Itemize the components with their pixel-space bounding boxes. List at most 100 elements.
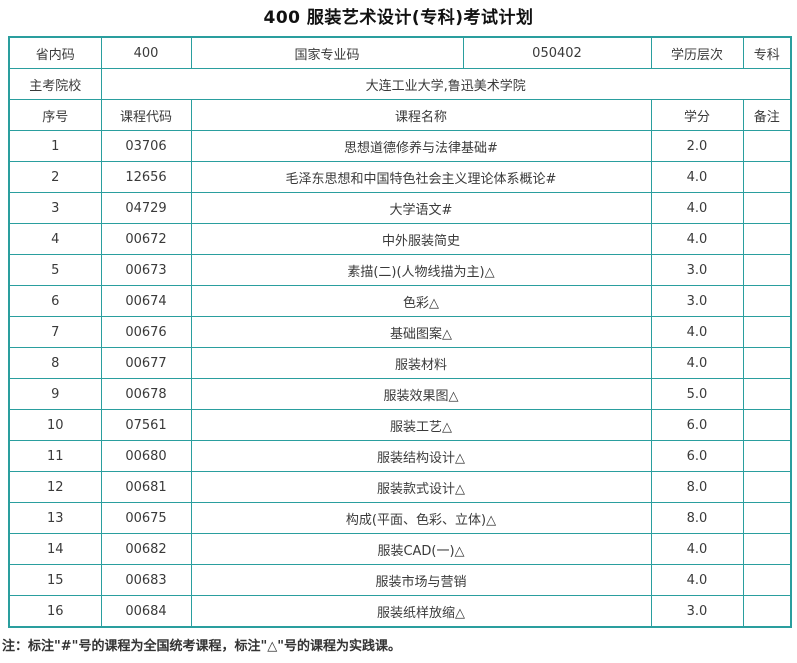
course-remark-cell xyxy=(742,409,792,441)
province-code-value: 400 xyxy=(100,36,192,69)
course-row: 7 00676 基础图案△ 4.0 xyxy=(8,316,792,348)
course-credit-cell: 3.0 xyxy=(650,254,744,286)
course-remark-cell xyxy=(742,502,792,534)
course-seq-cell: 8 xyxy=(8,347,102,379)
course-seq-cell: 10 xyxy=(8,409,102,441)
course-remark-cell xyxy=(742,161,792,193)
header-course-code: 课程代码 xyxy=(100,99,192,131)
course-row: 15 00683 服装市场与营销 4.0 xyxy=(8,564,792,596)
course-code-cell: 00682 xyxy=(100,533,192,565)
course-code-cell: 00675 xyxy=(100,502,192,534)
course-row: 16 00684 服装纸样放缩△ 3.0 xyxy=(8,595,792,628)
header-course-name: 课程名称 xyxy=(190,99,652,131)
course-remark-cell xyxy=(742,471,792,503)
course-remark-cell xyxy=(742,192,792,224)
course-name-cell: 基础图案△ xyxy=(190,316,652,348)
course-name-cell: 服装市场与营销 xyxy=(190,564,652,596)
course-row: 8 00677 服装材料 4.0 xyxy=(8,347,792,379)
course-name-cell: 服装材料 xyxy=(190,347,652,379)
course-remark-cell xyxy=(742,316,792,348)
course-credit-cell: 4.0 xyxy=(650,192,744,224)
national-code-value: 050402 xyxy=(462,36,652,69)
course-code-cell: 00677 xyxy=(100,347,192,379)
course-code-cell: 04729 xyxy=(100,192,192,224)
course-credit-cell: 6.0 xyxy=(650,440,744,472)
course-name-cell: 构成(平面、色彩、立体)△ xyxy=(190,502,652,534)
course-remark-cell xyxy=(742,347,792,379)
course-row: 5 00673 素描(二)(人物线描为主)△ 3.0 xyxy=(8,254,792,286)
course-credit-cell: 5.0 xyxy=(650,378,744,410)
course-code-cell: 00680 xyxy=(100,440,192,472)
course-seq-cell: 4 xyxy=(8,223,102,255)
course-credit-cell: 6.0 xyxy=(650,409,744,441)
course-seq-cell: 11 xyxy=(8,440,102,472)
course-seq-cell: 9 xyxy=(8,378,102,410)
course-credit-cell: 4.0 xyxy=(650,347,744,379)
national-code-label: 国家专业码 xyxy=(190,36,464,69)
course-seq-cell: 6 xyxy=(8,285,102,317)
course-code-cell: 00678 xyxy=(100,378,192,410)
course-row: 11 00680 服装结构设计△ 6.0 xyxy=(8,440,792,472)
course-seq-cell: 3 xyxy=(8,192,102,224)
course-code-cell: 00674 xyxy=(100,285,192,317)
province-code-label: 省内码 xyxy=(8,36,102,69)
course-row: 2 12656 毛泽东思想和中国特色社会主义理论体系概论# 4.0 xyxy=(8,161,792,193)
course-credit-cell: 4.0 xyxy=(650,533,744,565)
course-row: 4 00672 中外服装简史 4.0 xyxy=(8,223,792,255)
course-credit-cell: 3.0 xyxy=(650,595,744,628)
course-code-cell: 00681 xyxy=(100,471,192,503)
course-row: 14 00682 服装CAD(一)△ 4.0 xyxy=(8,533,792,565)
course-remark-cell xyxy=(742,130,792,162)
course-remark-cell xyxy=(742,378,792,410)
course-row: 1 03706 思想道德修养与法律基础# 2.0 xyxy=(8,130,792,162)
course-name-cell: 服装款式设计△ xyxy=(190,471,652,503)
course-seq-cell: 1 xyxy=(8,130,102,162)
course-row: 13 00675 构成(平面、色彩、立体)△ 8.0 xyxy=(8,502,792,534)
course-name-cell: 服装工艺△ xyxy=(190,409,652,441)
course-name-cell: 思想道德修养与法律基础# xyxy=(190,130,652,162)
course-name-cell: 中外服装简史 xyxy=(190,223,652,255)
course-code-cell: 00676 xyxy=(100,316,192,348)
host-school-value: 大连工业大学,鲁迅美术学院 xyxy=(100,68,792,100)
course-seq-cell: 2 xyxy=(8,161,102,193)
course-remark-cell xyxy=(742,564,792,596)
course-seq-cell: 12 xyxy=(8,471,102,503)
course-name-cell: 服装CAD(一)△ xyxy=(190,533,652,565)
table-header-row: 序号 课程代码 课程名称 学分 备注 xyxy=(8,99,792,131)
course-seq-cell: 14 xyxy=(8,533,102,565)
course-row: 9 00678 服装效果图△ 5.0 xyxy=(8,378,792,410)
course-remark-cell xyxy=(742,223,792,255)
exam-plan-table: 省内码 400 国家专业码 050402 学历层次 专科 主考院校 大连工业大学… xyxy=(8,36,792,628)
course-remark-cell xyxy=(742,440,792,472)
course-credit-cell: 4.0 xyxy=(650,161,744,193)
course-credit-cell: 4.0 xyxy=(650,564,744,596)
course-name-cell: 服装效果图△ xyxy=(190,378,652,410)
header-credit: 学分 xyxy=(650,99,744,131)
course-code-cell: 03706 xyxy=(100,130,192,162)
footnote: 注：标注"#"号的课程为全国统考课程，标注"△"号的课程为实践课。 xyxy=(2,639,401,654)
course-row: 10 07561 服装工艺△ 6.0 xyxy=(8,409,792,441)
level-value: 专科 xyxy=(742,36,792,69)
course-seq-cell: 16 xyxy=(8,595,102,628)
course-seq-cell: 7 xyxy=(8,316,102,348)
course-code-cell: 12656 xyxy=(100,161,192,193)
course-credit-cell: 2.0 xyxy=(650,130,744,162)
course-credit-cell: 4.0 xyxy=(650,223,744,255)
page-title: 400 服装艺术设计(专科)考试计划 xyxy=(263,8,534,28)
course-name-cell: 素描(二)(人物线描为主)△ xyxy=(190,254,652,286)
course-code-cell: 00683 xyxy=(100,564,192,596)
info-row-school: 主考院校 大连工业大学,鲁迅美术学院 xyxy=(8,68,792,100)
course-name-cell: 毛泽东思想和中国特色社会主义理论体系概论# xyxy=(190,161,652,193)
course-seq-cell: 5 xyxy=(8,254,102,286)
course-credit-cell: 4.0 xyxy=(650,316,744,348)
course-name-cell: 服装结构设计△ xyxy=(190,440,652,472)
course-name-cell: 色彩△ xyxy=(190,285,652,317)
course-row: 3 04729 大学语文# 4.0 xyxy=(8,192,792,224)
course-code-cell: 00673 xyxy=(100,254,192,286)
course-remark-cell xyxy=(742,285,792,317)
info-row-codes: 省内码 400 国家专业码 050402 学历层次 专科 xyxy=(8,36,792,69)
course-row: 12 00681 服装款式设计△ 8.0 xyxy=(8,471,792,503)
course-seq-cell: 15 xyxy=(8,564,102,596)
host-school-label: 主考院校 xyxy=(8,68,102,100)
